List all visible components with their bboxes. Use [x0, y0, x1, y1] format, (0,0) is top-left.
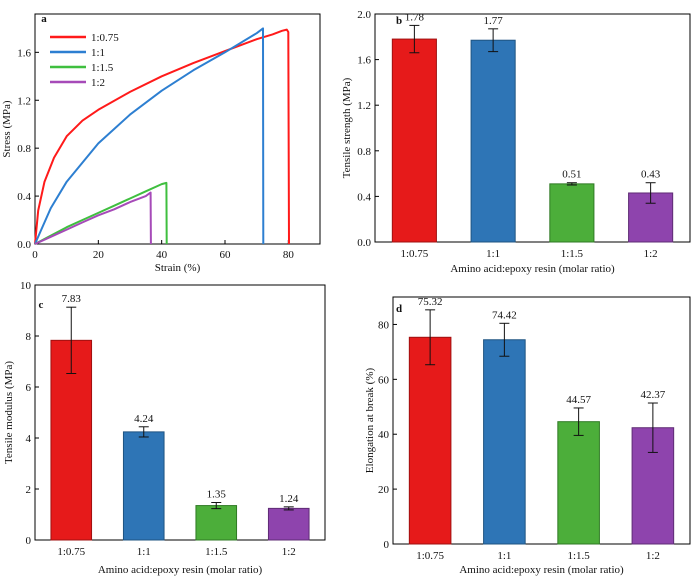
series-line-1-0.75 [34, 28, 290, 245]
bar-1-0.75 [391, 38, 437, 243]
y-tick-label: 0.8 [357, 146, 371, 158]
panel-c-bar-chart: 0 2 4 6 8 10 1:0.75 7.83 1:1 4.24 1:1.5 1.35 1:2 1.24… [3, 280, 326, 576]
y-axis-label: Tensile modulus (MPa) [3, 361, 15, 464]
y-tick-label: 1.6 [357, 55, 371, 67]
series-line-1-1 [34, 27, 265, 245]
y-tick-label: 40 [378, 429, 390, 441]
legend-label: 1:1.5 [91, 62, 114, 74]
x-tick-label: 1:2 [646, 550, 660, 562]
y-tick-label: 0.4 [357, 191, 371, 203]
x-axis-label: Amino acid:epoxy resin (molar ratio) [98, 564, 263, 576]
legend-label: 1:1 [91, 47, 105, 59]
data-label: 1.77 [484, 15, 504, 27]
y-axis-label: Elongation at break (%) [364, 367, 376, 473]
panel-label: b [396, 15, 402, 27]
x-axis-label: Amino acid:epoxy resin (molar ratio) [459, 564, 624, 576]
panel-label: c [39, 299, 44, 311]
x-tick-label: 1:2 [282, 546, 296, 558]
y-tick-label: 0 [26, 535, 32, 547]
x-tick-label: 1:1.5 [205, 546, 228, 558]
data-label: 75.32 [418, 296, 443, 308]
x-tick-label: 1:2 [644, 248, 658, 260]
x-tick-label: 1:0.75 [400, 248, 428, 260]
plot-frame [374, 13, 691, 243]
data-label: 0.43 [641, 169, 661, 181]
x-tick-label: 1:0.75 [416, 550, 444, 562]
bar-1-1.5 [557, 421, 600, 545]
data-label: 4.24 [134, 413, 154, 425]
y-tick-label: 20 [378, 484, 390, 496]
x-tick-label: 20 [93, 249, 105, 261]
panel-label: a [41, 13, 47, 25]
x-axis-label: Amino acid:epoxy resin (molar ratio) [450, 263, 615, 275]
y-tick-label: 60 [378, 374, 390, 386]
bar-1-1 [470, 39, 516, 243]
y-tick-label: 0.4 [17, 191, 31, 203]
data-label: 44.57 [566, 394, 591, 406]
y-tick-label: 0.0 [17, 239, 31, 251]
y-tick-label: 2 [26, 484, 32, 496]
bar-1-1.5 [549, 183, 595, 243]
panel-d-bar-chart: 0 20 40 60 80 1:0.75 75.32 1:1 74.42 1:1.5 44.57 1:… [364, 296, 691, 576]
plot-frame [392, 296, 691, 545]
data-label: 42.37 [641, 389, 666, 401]
panel-b-bar-chart: 0.0 0.4 0.8 1.2 1.6 2.0 1:0.75 1.78 1:1 1.77 1:1.5… [341, 9, 691, 275]
x-tick-label: 1:0.75 [57, 546, 85, 558]
bar-1-2 [267, 507, 310, 541]
y-tick-label: 0 [384, 539, 390, 551]
x-tick-label: 1:1.5 [567, 550, 590, 562]
data-label: 1.78 [405, 11, 425, 23]
panel-label: d [396, 303, 402, 315]
y-tick-label: 6 [26, 382, 32, 394]
x-tick-label: 1:1 [137, 546, 151, 558]
data-label: 1.24 [279, 493, 299, 505]
legend-label: 1:0.75 [91, 32, 119, 44]
bar-1-0.75 [408, 336, 452, 545]
x-tick-label: 1:1.5 [561, 248, 584, 260]
x-tick-label: 60 [220, 249, 232, 261]
x-tick-label: 1:1 [486, 248, 500, 260]
y-tick-label: 80 [378, 319, 390, 331]
panel-a-line-chart: 0 20 40 60 80 0.0 0.4 0.8 1.2 1.6 Strain (%) Stress… [1, 13, 321, 274]
plot-frame [34, 284, 326, 541]
data-label: 1.35 [207, 489, 227, 501]
y-tick-label: 1.2 [17, 95, 31, 107]
x-tick-label: 80 [283, 249, 295, 261]
y-tick-label: 0.0 [357, 237, 371, 249]
data-label: 7.83 [62, 293, 82, 305]
y-tick-label: 0.8 [17, 143, 31, 155]
y-tick-label: 8 [26, 331, 32, 343]
bar-1-1.5 [195, 505, 238, 541]
y-axis-label: Tensile strength (MPa) [341, 77, 353, 178]
bar-1-1 [483, 339, 526, 545]
legend-label: 1:2 [91, 77, 105, 89]
y-tick-label: 10 [20, 280, 32, 292]
x-axis-label: Strain (%) [155, 262, 201, 274]
y-tick-label: 2.0 [357, 9, 371, 21]
data-label: 74.42 [492, 309, 517, 321]
series-line-1-1.5 [34, 181, 168, 245]
series-line-1-2 [34, 191, 152, 245]
data-label: 0.51 [562, 169, 581, 181]
plot-frame [34, 13, 321, 245]
y-axis-label: Stress (MPa) [1, 100, 13, 157]
y-tick-label: 1.6 [17, 47, 31, 59]
y-tick-label: 4 [26, 433, 32, 445]
x-tick-label: 1:1 [497, 550, 511, 562]
x-tick-label: 0 [32, 249, 38, 261]
y-tick-label: 1.2 [357, 100, 371, 112]
bar-1-1 [122, 431, 165, 541]
x-tick-label: 40 [156, 249, 168, 261]
